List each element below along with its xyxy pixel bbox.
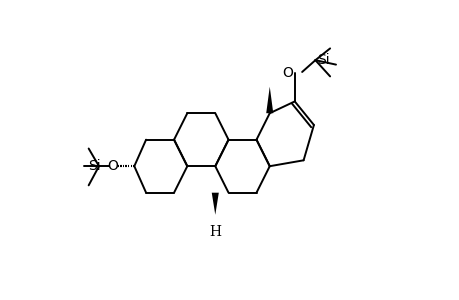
Text: O: O — [282, 66, 293, 80]
Polygon shape — [266, 87, 273, 113]
Polygon shape — [211, 193, 218, 215]
Text: Si: Si — [88, 159, 100, 173]
Text: Si: Si — [316, 53, 329, 67]
Text: O: O — [107, 159, 118, 173]
Text: H: H — [209, 225, 221, 239]
